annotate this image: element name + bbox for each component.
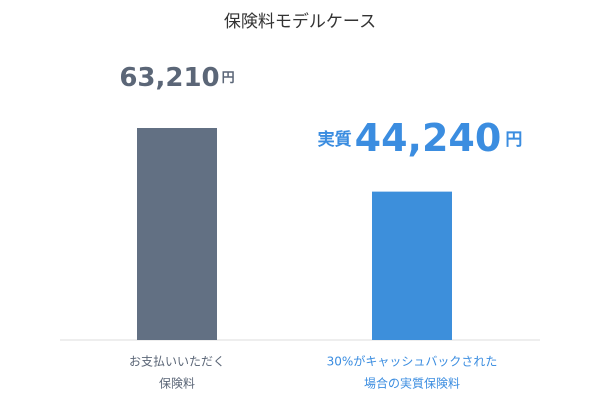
chart-title: 保険料モデルケース <box>224 11 376 32</box>
value-label: 44,240 <box>355 116 502 160</box>
x-tick-label: 保険料 <box>159 377 195 391</box>
unit: 円 <box>505 130 522 150</box>
x-tick-label: お支払いいただく <box>129 355 225 369</box>
bar <box>137 128 217 340</box>
bar <box>372 191 452 340</box>
x-tick-label: 場合の実質保険料 <box>364 376 460 391</box>
value-label: 63,210 <box>119 63 219 93</box>
x-tick-label: 30%がキャッシュバックされた <box>327 354 498 369</box>
value-label-group: 63,210 円 <box>119 63 234 93</box>
unit: 円 <box>222 71 235 86</box>
value-label-group: 実質44,240 円 <box>318 116 523 160</box>
annotation: 実質 <box>318 129 352 150</box>
